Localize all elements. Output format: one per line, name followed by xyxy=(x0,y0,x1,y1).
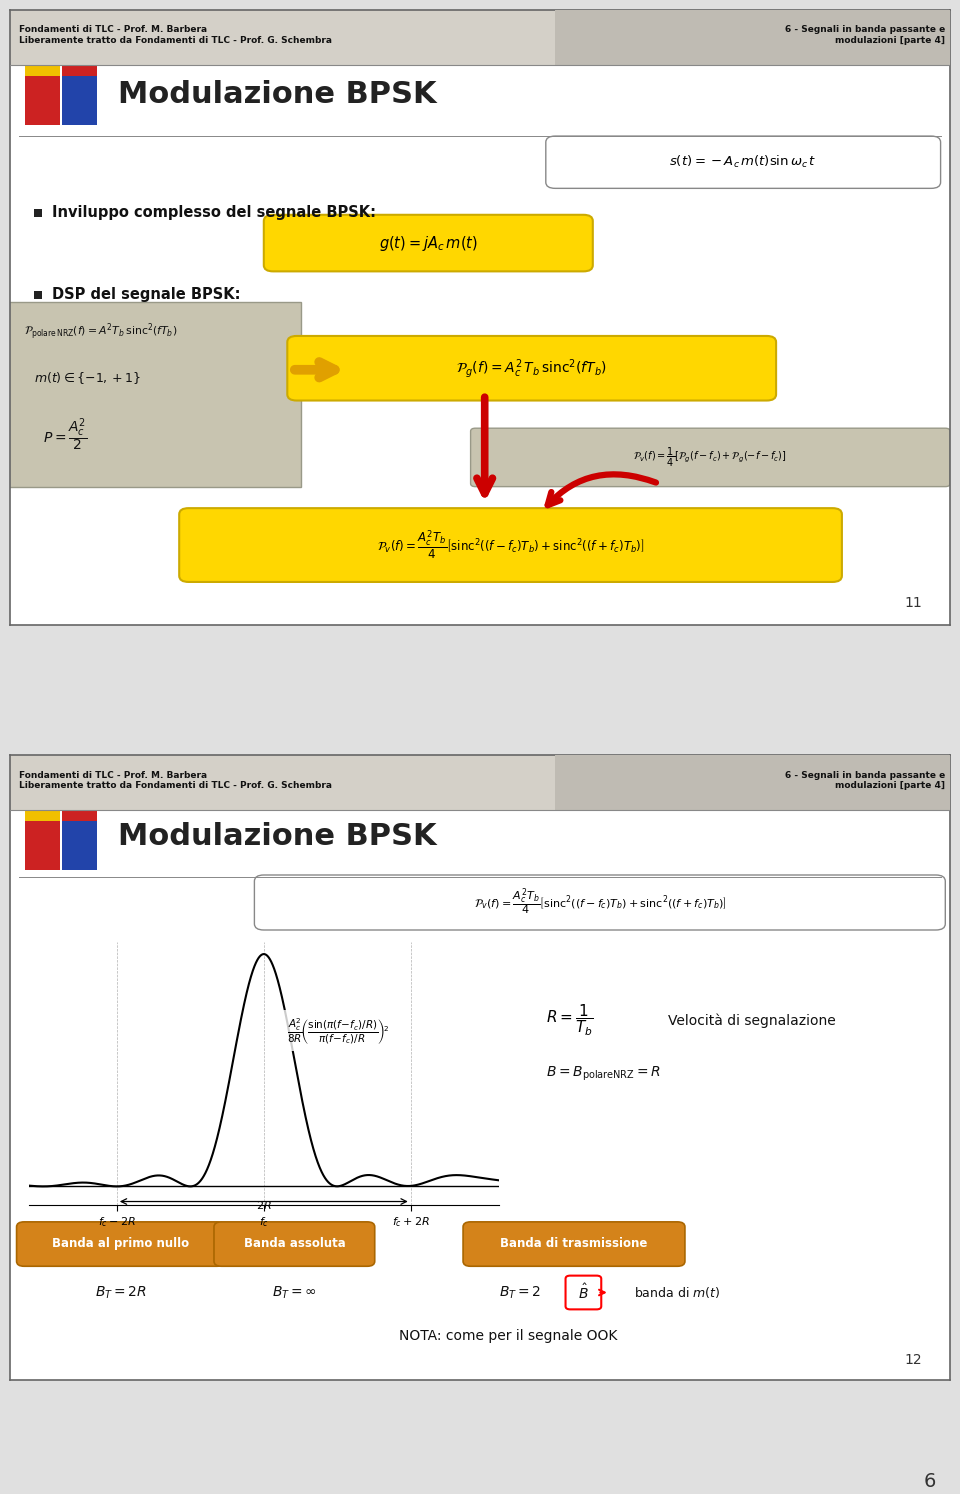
Text: Velocità di segnalazione: Velocità di segnalazione xyxy=(668,1013,836,1028)
Text: $\hat{B}$: $\hat{B}$ xyxy=(578,1283,588,1303)
Text: Modulazione BPSK: Modulazione BPSK xyxy=(118,81,437,109)
Bar xyxy=(34,291,42,299)
Text: $\mathcal{P}_{\mathrm{polare\,NRZ}}(f) = A^2 T_b\,\mathrm{sinc}^2(fT_b)$: $\mathcal{P}_{\mathrm{polare\,NRZ}}(f) =… xyxy=(24,321,178,342)
Bar xyxy=(34,209,42,217)
Text: Fondamenti di TLC - Prof. M. Barbera
Liberamente tratto da Fondamenti di TLC - P: Fondamenti di TLC - Prof. M. Barbera Lib… xyxy=(19,25,332,45)
Text: banda di $m(t)$: banda di $m(t)$ xyxy=(635,1285,721,1300)
FancyBboxPatch shape xyxy=(463,1222,684,1267)
Text: $\dfrac{A_c^2}{8R}\!\left(\dfrac{\sin(\pi(f\!-\!f_c)/R)}{\pi(f\!-\!f_c)/R}\right: $\dfrac{A_c^2}{8R}\!\left(\dfrac{\sin(\p… xyxy=(287,1016,390,1046)
FancyBboxPatch shape xyxy=(470,429,950,487)
FancyBboxPatch shape xyxy=(287,336,776,400)
Text: 6: 6 xyxy=(924,1472,936,1491)
Text: $R = \dfrac{1}{T_b}$: $R = \dfrac{1}{T_b}$ xyxy=(546,1002,593,1038)
FancyBboxPatch shape xyxy=(10,10,950,66)
FancyBboxPatch shape xyxy=(25,76,60,125)
Text: $B = B_{\mathrm{polareNRZ}} = R$: $B = B_{\mathrm{polareNRZ}} = R$ xyxy=(546,1065,660,1083)
FancyBboxPatch shape xyxy=(6,302,301,487)
Text: 6 - Segnali in banda passante e
modulazioni [parte 4]: 6 - Segnali in banda passante e modulazi… xyxy=(785,25,946,45)
FancyBboxPatch shape xyxy=(62,820,97,870)
FancyBboxPatch shape xyxy=(10,754,950,810)
FancyArrowPatch shape xyxy=(547,474,656,505)
FancyBboxPatch shape xyxy=(62,48,97,97)
Text: $\mathcal{P}_v(f) = \dfrac{1}{4}\left[\mathcal{P}_g(f-f_c)+\mathcal{P}_g(-f-f_c): $\mathcal{P}_v(f) = \dfrac{1}{4}\left[\m… xyxy=(634,445,787,469)
FancyBboxPatch shape xyxy=(62,76,97,125)
Text: $P = \dfrac{A_c^2}{2}$: $P = \dfrac{A_c^2}{2}$ xyxy=(43,415,87,453)
Text: Banda assoluta: Banda assoluta xyxy=(244,1237,346,1250)
Text: 11: 11 xyxy=(904,596,922,610)
Text: $m(t)\in\{-1,+1\}$: $m(t)\in\{-1,+1\}$ xyxy=(34,371,141,385)
FancyBboxPatch shape xyxy=(546,136,941,188)
Text: $s(t) = -A_c\,m(t)\sin\omega_c\,t$: $s(t) = -A_c\,m(t)\sin\omega_c\,t$ xyxy=(669,154,817,170)
FancyBboxPatch shape xyxy=(62,793,97,843)
FancyBboxPatch shape xyxy=(16,1222,225,1267)
Text: Banda di trasmissione: Banda di trasmissione xyxy=(500,1237,648,1250)
Text: $\mathcal{P}_v(f) = \dfrac{A_c^2 T_b}{4}\left[\mathrm{sinc}^2((f-f_c)T_b)+\mathr: $\mathcal{P}_v(f) = \dfrac{A_c^2 T_b}{4}… xyxy=(377,529,645,562)
Text: 12: 12 xyxy=(904,1354,922,1367)
Text: Modulazione BPSK: Modulazione BPSK xyxy=(118,822,437,850)
Text: 6 - Segnali in banda passante e
modulazioni [parte 4]: 6 - Segnali in banda passante e modulazi… xyxy=(785,771,946,790)
Text: $B_T = 2$: $B_T = 2$ xyxy=(499,1285,541,1301)
Text: $\mathcal{P}_v(f) = \dfrac{A_c^2 T_b}{4}\left[\mathrm{sinc}^2((f-f_c)T_b)+\mathr: $\mathcal{P}_v(f) = \dfrac{A_c^2 T_b}{4}… xyxy=(474,887,727,917)
Text: Inviluppo complesso del segnale BPSK:: Inviluppo complesso del segnale BPSK: xyxy=(52,205,376,220)
FancyBboxPatch shape xyxy=(25,48,60,97)
Text: $g(t) = jA_c\,m(t)$: $g(t) = jA_c\,m(t)$ xyxy=(379,233,478,252)
Text: $B_T = 2R$: $B_T = 2R$ xyxy=(95,1285,147,1301)
FancyBboxPatch shape xyxy=(214,1222,374,1267)
Text: $\mathcal{P}_g(f) = A_c^2\,T_b\,\mathrm{sinc}^2(fT_b)$: $\mathcal{P}_g(f) = A_c^2\,T_b\,\mathrm{… xyxy=(456,357,608,379)
Text: $B_T = \infty$: $B_T = \infty$ xyxy=(273,1285,318,1301)
FancyBboxPatch shape xyxy=(264,215,593,272)
FancyBboxPatch shape xyxy=(555,754,950,810)
FancyBboxPatch shape xyxy=(254,875,946,929)
Text: Banda al primo nullo: Banda al primo nullo xyxy=(53,1237,189,1250)
FancyBboxPatch shape xyxy=(25,820,60,870)
Text: DSP del segnale BPSK:: DSP del segnale BPSK: xyxy=(52,287,241,302)
Text: NOTA: come per il segnale OOK: NOTA: come per il segnale OOK xyxy=(399,1330,617,1343)
FancyBboxPatch shape xyxy=(180,508,842,583)
FancyBboxPatch shape xyxy=(555,10,950,66)
Text: $2R$: $2R$ xyxy=(256,1200,272,1212)
Text: Fondamenti di TLC - Prof. M. Barbera
Liberamente tratto da Fondamenti di TLC - P: Fondamenti di TLC - Prof. M. Barbera Lib… xyxy=(19,771,332,790)
FancyBboxPatch shape xyxy=(25,793,60,843)
